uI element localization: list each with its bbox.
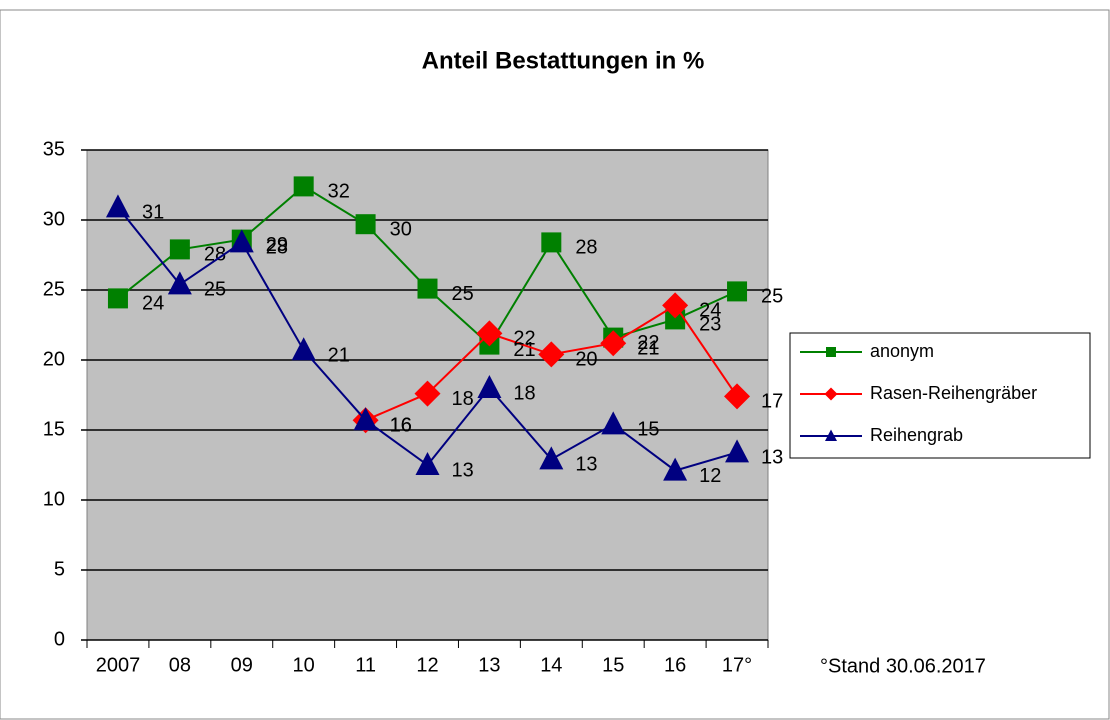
marker xyxy=(355,214,376,235)
marker xyxy=(824,387,838,401)
marker xyxy=(727,281,748,302)
marker xyxy=(353,407,378,431)
marker xyxy=(414,380,441,407)
marker xyxy=(477,375,502,398)
data-label: 28 xyxy=(266,237,288,259)
data-label: 30 xyxy=(390,218,412,240)
data-label: 13 xyxy=(452,459,474,481)
y-tick-label: 5 xyxy=(54,558,65,580)
data-label: 24 xyxy=(699,300,721,322)
marker xyxy=(105,194,130,218)
marker xyxy=(825,429,837,441)
x-tick-label: 16 xyxy=(664,654,686,676)
data-label: 32 xyxy=(328,181,350,203)
data-label: 24 xyxy=(142,293,164,315)
x-tick-label: 09 xyxy=(231,654,253,676)
marker xyxy=(663,457,688,481)
data-label: 23 xyxy=(699,314,721,336)
x-tick-label: 10 xyxy=(293,654,315,676)
x-tick-label: 12 xyxy=(416,654,438,676)
y-tick-label: 15 xyxy=(43,418,65,440)
data-label: 22 xyxy=(513,328,535,350)
x-tick-label: 14 xyxy=(540,654,562,676)
marker xyxy=(725,439,750,463)
marker xyxy=(600,330,627,357)
x-tick-label: 11 xyxy=(355,654,376,676)
marker xyxy=(291,337,316,361)
x-tick-label: 08 xyxy=(169,654,191,676)
marker xyxy=(826,347,836,357)
data-label: 16 xyxy=(390,414,412,436)
y-tick-label: 35 xyxy=(43,138,65,160)
annotation: °Stand 30.06.2017 xyxy=(820,655,986,677)
data-label: 29 xyxy=(266,234,288,256)
data-label: 18 xyxy=(452,388,474,410)
y-tick-label: 30 xyxy=(43,208,65,230)
data-label: 21 xyxy=(328,344,350,366)
marker xyxy=(293,176,314,197)
legend-label: anonym xyxy=(870,341,934,361)
chart-title: Anteil Bestattungen in % xyxy=(422,47,705,74)
y-tick-label: 25 xyxy=(43,278,65,300)
marker xyxy=(724,383,751,410)
marker xyxy=(601,411,626,435)
data-label: 20 xyxy=(575,349,597,371)
legend-label: Rasen-Reihengräber xyxy=(870,383,1037,403)
legend-label: Reihengrab xyxy=(870,425,963,445)
marker xyxy=(541,232,562,253)
marker xyxy=(167,271,192,295)
x-tick-label: 17° xyxy=(722,654,752,676)
y-tick-label: 20 xyxy=(43,348,65,370)
marker xyxy=(417,278,438,299)
data-label: 25 xyxy=(204,279,226,301)
data-label: 28 xyxy=(204,244,226,266)
data-label: 16 xyxy=(390,414,412,436)
data-label: 15 xyxy=(637,419,659,441)
marker xyxy=(538,341,565,368)
data-label: 21 xyxy=(637,337,659,359)
y-tick-label: 10 xyxy=(43,488,65,510)
marker xyxy=(169,239,190,260)
data-label: 22 xyxy=(637,332,659,354)
data-label: 13 xyxy=(575,454,597,476)
x-tick-label: 15 xyxy=(602,654,624,676)
marker xyxy=(662,292,689,319)
data-label: 18 xyxy=(513,382,535,404)
marker xyxy=(229,229,254,253)
marker xyxy=(415,452,440,475)
data-label: 17 xyxy=(761,391,783,413)
data-label: 31 xyxy=(142,202,164,224)
data-label: 12 xyxy=(699,465,721,487)
legend xyxy=(789,332,1091,459)
x-tick-label: 13 xyxy=(478,654,500,676)
data-label: 25 xyxy=(761,286,783,308)
marker xyxy=(476,320,503,347)
y-tick-label: 0 xyxy=(54,628,65,650)
marker xyxy=(107,288,128,309)
data-label: 28 xyxy=(575,237,597,259)
data-label: 13 xyxy=(761,447,783,469)
x-tick-label: 2007 xyxy=(96,654,141,676)
data-label: 25 xyxy=(452,283,474,305)
marker xyxy=(539,446,564,470)
